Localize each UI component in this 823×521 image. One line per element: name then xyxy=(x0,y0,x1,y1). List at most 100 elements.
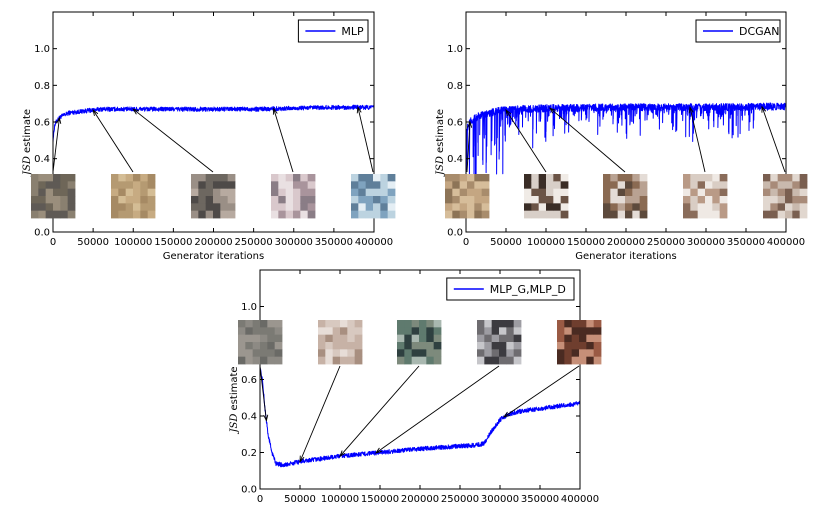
sample-pixel xyxy=(785,181,793,190)
sample-pixel xyxy=(325,327,334,336)
sample-pixel xyxy=(477,334,485,343)
sample-pixel xyxy=(111,181,119,190)
sample-pixel xyxy=(325,349,334,358)
sample-pixel xyxy=(639,174,648,182)
x-tick-label: 100000 xyxy=(527,237,565,248)
sample-pixel xyxy=(125,181,134,190)
sample-pixel xyxy=(763,196,771,204)
sample-pixel xyxy=(365,174,374,182)
sample-pixel xyxy=(705,181,713,190)
sample-pixel xyxy=(697,203,706,212)
sample-pixel xyxy=(38,210,47,219)
sample-pixel xyxy=(785,210,793,219)
sample-pixel xyxy=(777,196,786,204)
sample-pixel xyxy=(603,181,611,190)
sample-pixel xyxy=(53,188,61,197)
sample-mlp-4 xyxy=(271,174,316,219)
sample-pixel xyxy=(274,327,283,336)
sample-pixel xyxy=(380,174,389,182)
x-tick-label: 300000 xyxy=(481,494,519,505)
sample-pixel xyxy=(799,203,808,212)
sample-pixel xyxy=(260,342,268,350)
sample-pixel xyxy=(697,181,706,190)
sample-pixel xyxy=(147,174,156,182)
sample-pixel xyxy=(683,210,691,219)
sample-pixel xyxy=(198,181,207,190)
sample-pixel xyxy=(770,196,779,204)
sample-pixel xyxy=(538,210,547,219)
sample-pixel xyxy=(278,196,287,204)
sample-pixel xyxy=(625,196,633,204)
arrow-head xyxy=(132,108,140,115)
sample-pixel xyxy=(318,356,326,365)
sample-pixel xyxy=(140,181,149,190)
sample-pixel xyxy=(351,196,359,204)
sample-pixel xyxy=(445,196,453,204)
sample-pixel xyxy=(358,210,367,219)
y-axis-label: JSD estimate xyxy=(229,366,240,434)
sample-pixel xyxy=(397,327,405,336)
sample-pixel xyxy=(719,196,728,204)
sample-pixel xyxy=(593,342,602,350)
sample-pixel xyxy=(238,356,246,365)
sample-pixel xyxy=(546,188,554,197)
arrow-head xyxy=(502,411,510,418)
sample-pixel xyxy=(705,196,713,204)
sample-pixel xyxy=(477,320,485,328)
sample-pixel xyxy=(278,203,287,212)
sample-pixel xyxy=(118,181,127,190)
sample-pixel xyxy=(491,320,500,328)
sample-pixel xyxy=(67,181,76,190)
y-tick-label: 0.0 xyxy=(447,228,463,239)
sample-pixel xyxy=(719,188,728,197)
x-tick-label: 350000 xyxy=(315,237,353,248)
sample-pixel xyxy=(419,342,427,350)
sample-pixel xyxy=(397,334,405,343)
y-tick-label: 0.6 xyxy=(447,118,463,129)
sample-pixel xyxy=(560,203,569,212)
sample-pixel xyxy=(45,188,54,197)
sample-pixel xyxy=(445,203,453,212)
sample-mlpgd-3 xyxy=(397,320,442,365)
sample-pixel xyxy=(690,174,699,182)
sample-pixel xyxy=(267,356,276,365)
sample-pixel xyxy=(198,210,207,219)
sample-pixel xyxy=(293,203,301,212)
sample-pixel xyxy=(38,181,47,190)
sample-pixel xyxy=(506,327,515,336)
sample-pixel xyxy=(632,203,641,212)
sample-pixel xyxy=(198,174,207,182)
sample-pixel xyxy=(140,210,149,219)
x-tick-label: 350000 xyxy=(521,494,559,505)
sample-pixel xyxy=(571,327,580,336)
sample-pixel xyxy=(411,356,420,365)
sample-pixel xyxy=(227,174,236,182)
sample-pixel xyxy=(31,203,39,212)
sample-pixel xyxy=(571,320,580,328)
sample-pixel xyxy=(491,356,500,365)
x-tick-label: 400000 xyxy=(561,494,599,505)
sample-pixel xyxy=(380,181,389,190)
sample-pixel xyxy=(452,174,461,182)
sample-pixel xyxy=(125,196,134,204)
y-tick-label: 1.0 xyxy=(34,44,50,55)
sample-pixel xyxy=(625,203,633,212)
sample-pixel xyxy=(252,334,261,343)
annotation-arrow xyxy=(299,365,341,462)
sample-pixel xyxy=(67,174,76,182)
y-axis-label: JSD estimate xyxy=(22,109,33,177)
sample-pixel xyxy=(38,203,47,212)
sample-pixel xyxy=(557,327,565,336)
sample-pixel xyxy=(293,181,301,190)
sample-pixel xyxy=(300,181,309,190)
sample-pixel xyxy=(274,342,283,350)
legend: MLP_G,MLP_D xyxy=(446,277,575,301)
sample-dcgan-5 xyxy=(763,174,808,219)
sample-mlpgd-1 xyxy=(238,320,283,365)
sample-pixel xyxy=(45,181,54,190)
sample-pixel xyxy=(267,327,276,336)
sample-pixel xyxy=(404,334,413,343)
sample-pixel xyxy=(271,203,279,212)
sample-pixel xyxy=(459,174,468,182)
sample-pixel xyxy=(300,188,309,197)
